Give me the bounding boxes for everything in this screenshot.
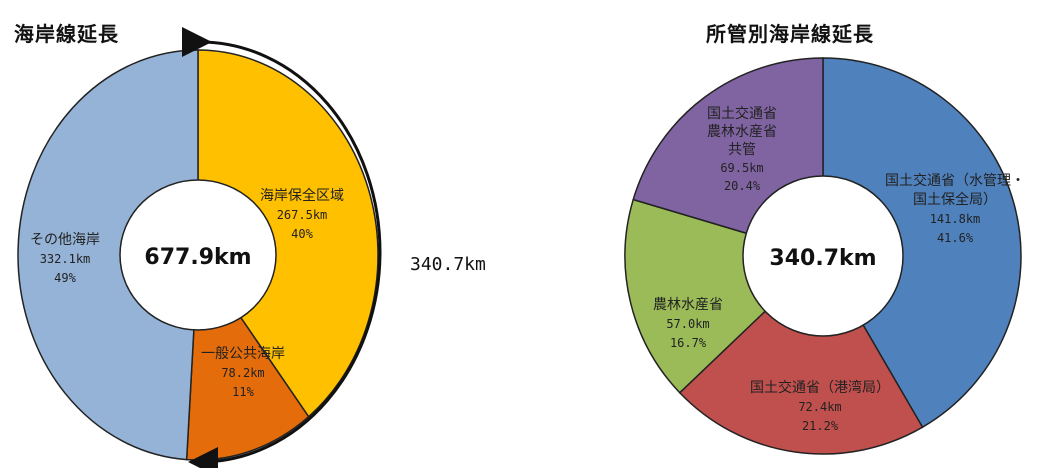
pie-slice-1-0 bbox=[822, 57, 1022, 429]
slice-label-1-1: 国土交通省（港湾局） 72.4km 21.2% bbox=[750, 379, 890, 433]
left-donut-chart: 677.9km 海岸保全区域 267.5km 40% 一般公共海岸 78.2km 11% その… bbox=[17, 49, 379, 461]
pie-slice-0-0 bbox=[197, 49, 379, 418]
slice-label-1-2: 農林水産省 57.0km 16.7% bbox=[653, 297, 723, 350]
slice-label-0-0: 海岸保全区域 267.5km 40% bbox=[260, 187, 344, 241]
left-chart-title: 海岸線延長 bbox=[14, 22, 119, 46]
donut-hole-1 bbox=[742, 175, 904, 337]
center-total-label-1: 340.7km bbox=[769, 246, 876, 271]
right-donut-chart: 340.7km 国土交通省（水管理・国土保全局） 141.8km 41.6% 国土交通省… bbox=[624, 57, 1025, 455]
slice-label-0-1: 一般公共海岸 78.2km 11% bbox=[201, 346, 285, 399]
slice-label-0-2: その他海岸 332.1km 49% bbox=[30, 232, 100, 285]
slice-label-1-3: 国土交通省農林水産省共管 69.5km 20.4% bbox=[707, 105, 777, 193]
bracket-arrow bbox=[181, 26, 382, 468]
bracket-total-label: 340.7km bbox=[410, 254, 486, 275]
center-total-label-0: 677.9km bbox=[144, 245, 251, 270]
right-chart-title: 所管別海岸線延長 bbox=[706, 22, 874, 46]
pie-slice-0-2 bbox=[17, 49, 199, 461]
pie-slice-1-1 bbox=[678, 254, 924, 455]
slice-label-1-0: 国土交通省（水管理・国土保全局） 141.8km 41.6% bbox=[885, 172, 1025, 245]
